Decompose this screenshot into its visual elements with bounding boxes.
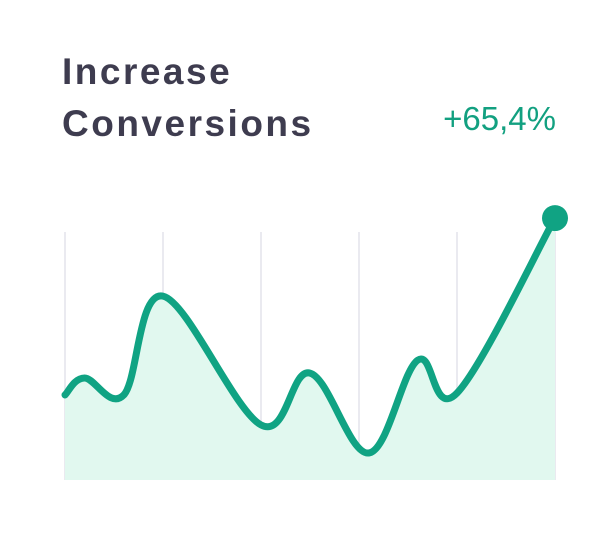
- widget-title: Increase Conversions: [62, 51, 314, 144]
- change-value: +65,4%: [443, 100, 556, 137]
- line: [61, 214, 559, 457]
- area-fill: [65, 218, 555, 480]
- end-point: [542, 205, 568, 232]
